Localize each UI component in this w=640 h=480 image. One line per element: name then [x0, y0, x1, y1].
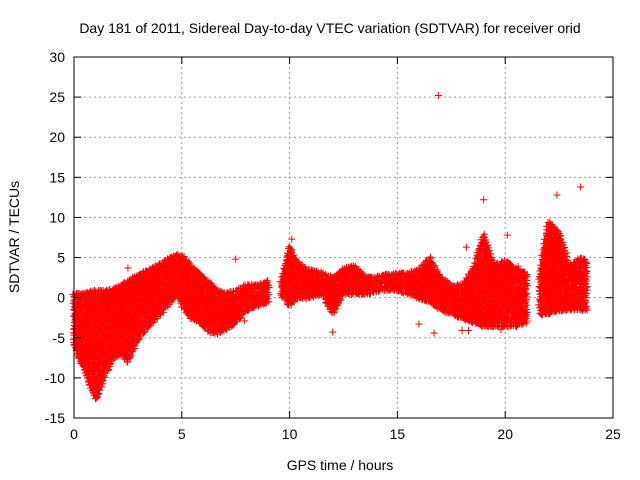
- data-marker: [94, 390, 102, 398]
- chart-title: Day 181 of 2011, Sidereal Day-to-day VTE…: [79, 20, 580, 36]
- data-marker: [99, 377, 107, 385]
- data-marker: [93, 394, 101, 402]
- grid: [74, 57, 613, 418]
- data-marker: [98, 380, 106, 388]
- data-marker: [98, 383, 106, 391]
- data-points: [69, 92, 591, 403]
